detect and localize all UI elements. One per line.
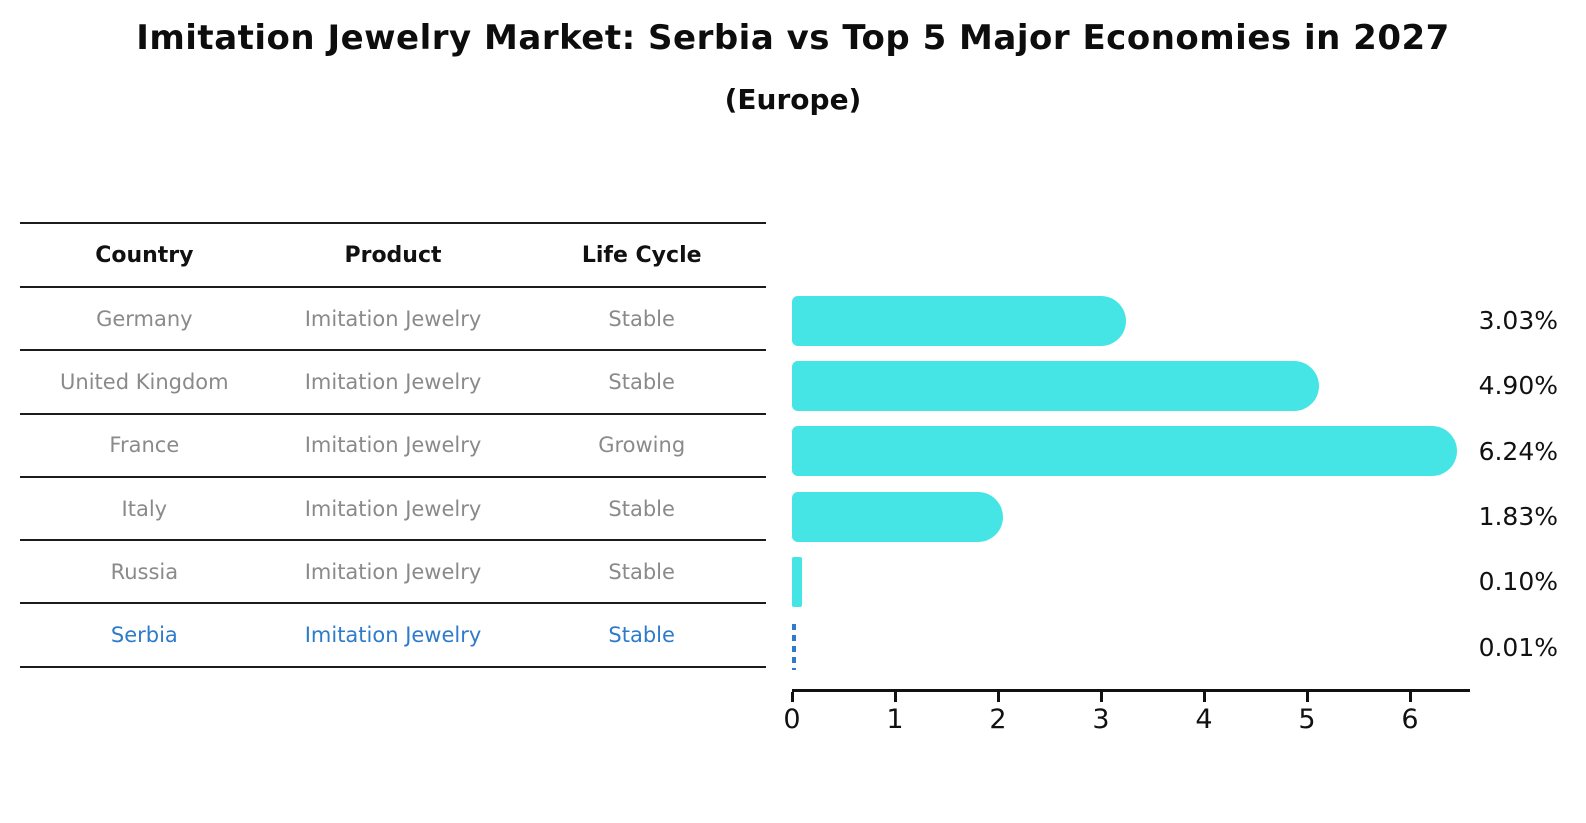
bar-plot-area [792,288,1468,680]
value-label-france: 6.24% [1478,436,1558,466]
bar-row [792,615,1468,680]
chart-subtitle: (Europe) [724,83,862,116]
bar-russia [792,556,803,607]
cell-product: Imitation Jewelry [304,496,482,521]
bar-row [792,353,1468,418]
table-header-row: Country Product Life Cycle [20,224,766,288]
x-axis-line [792,689,1470,692]
cell-lifecycle: Stable [608,306,675,331]
table-row-france: France Imitation Jewelry Growing [20,415,766,478]
value-label-italy: 1.83% [1478,502,1558,532]
cell-country: Germany [96,306,193,331]
x-axis-tick [790,692,794,702]
bar-row [792,484,1468,549]
x-axis-tick-label: 3 [1092,704,1110,735]
value-label-serbia: 0.01% [1478,632,1558,662]
bar-germany [792,295,1127,346]
cell-lifecycle: Growing [598,433,686,458]
x-axis-tick [1408,692,1412,702]
x-axis-tick-label: 5 [1298,704,1316,735]
x-axis-tick [996,692,1000,702]
bar-italy [792,491,1003,542]
cell-country: Italy [121,496,168,521]
bar-serbia [792,624,796,671]
table-header-country: Country [95,242,194,268]
x-axis-tick-label: 2 [989,704,1007,735]
cell-country: Serbia [110,623,178,648]
value-label-united-kingdom: 4.90% [1478,371,1558,401]
value-label-russia: 0.10% [1478,567,1558,597]
value-label-germany: 3.03% [1478,306,1558,336]
x-axis-tick-label: 0 [783,704,801,735]
table-header-product: Product [344,242,442,268]
cell-lifecycle: Stable [608,369,675,394]
cell-country: United Kingdom [60,369,229,394]
cell-product: Imitation Jewelry [304,623,482,648]
cell-product: Imitation Jewelry [304,559,482,584]
bar-row [792,419,1468,484]
x-axis-tick-label: 6 [1401,704,1419,735]
table-row-russia: Russia Imitation Jewelry Stable [20,541,766,605]
table-row-serbia: Serbia Imitation Jewelry Stable [20,604,766,668]
cell-lifecycle: Stable [608,496,675,521]
bar-row [792,549,1468,614]
chart-title: Imitation Jewelry Market: Serbia vs Top … [136,18,1450,58]
cell-lifecycle: Stable [608,559,675,584]
table-header-lifecycle: Life Cycle [581,242,702,268]
cell-country: Russia [110,559,179,584]
value-label-column: 3.03% 4.90% 6.24% 1.83% 0.10% 0.01% [1438,288,1558,680]
x-axis-tick [1202,692,1206,702]
table-row-italy: Italy Imitation Jewelry Stable [20,478,766,542]
x-axis-tick [1099,692,1103,702]
bar-france [792,426,1458,477]
cell-product: Imitation Jewelry [304,306,482,331]
table-row-germany: Germany Imitation Jewelry Stable [20,288,766,352]
x-axis-tick [893,692,897,702]
country-table: Country Product Life Cycle Germany Imita… [20,222,766,668]
cell-country: France [109,433,180,458]
cell-product: Imitation Jewelry [304,433,482,458]
table-row-united-kingdom: United Kingdom Imitation Jewelry Stable [20,351,766,415]
cell-product: Imitation Jewelry [304,369,482,394]
x-axis-tick-label: 1 [886,704,904,735]
x-axis-tick-label: 4 [1195,704,1213,735]
bar-row [792,288,1468,353]
cell-lifecycle: Stable [608,623,675,648]
x-axis-tick [1305,692,1309,702]
bar-united-kingdom [792,360,1319,411]
